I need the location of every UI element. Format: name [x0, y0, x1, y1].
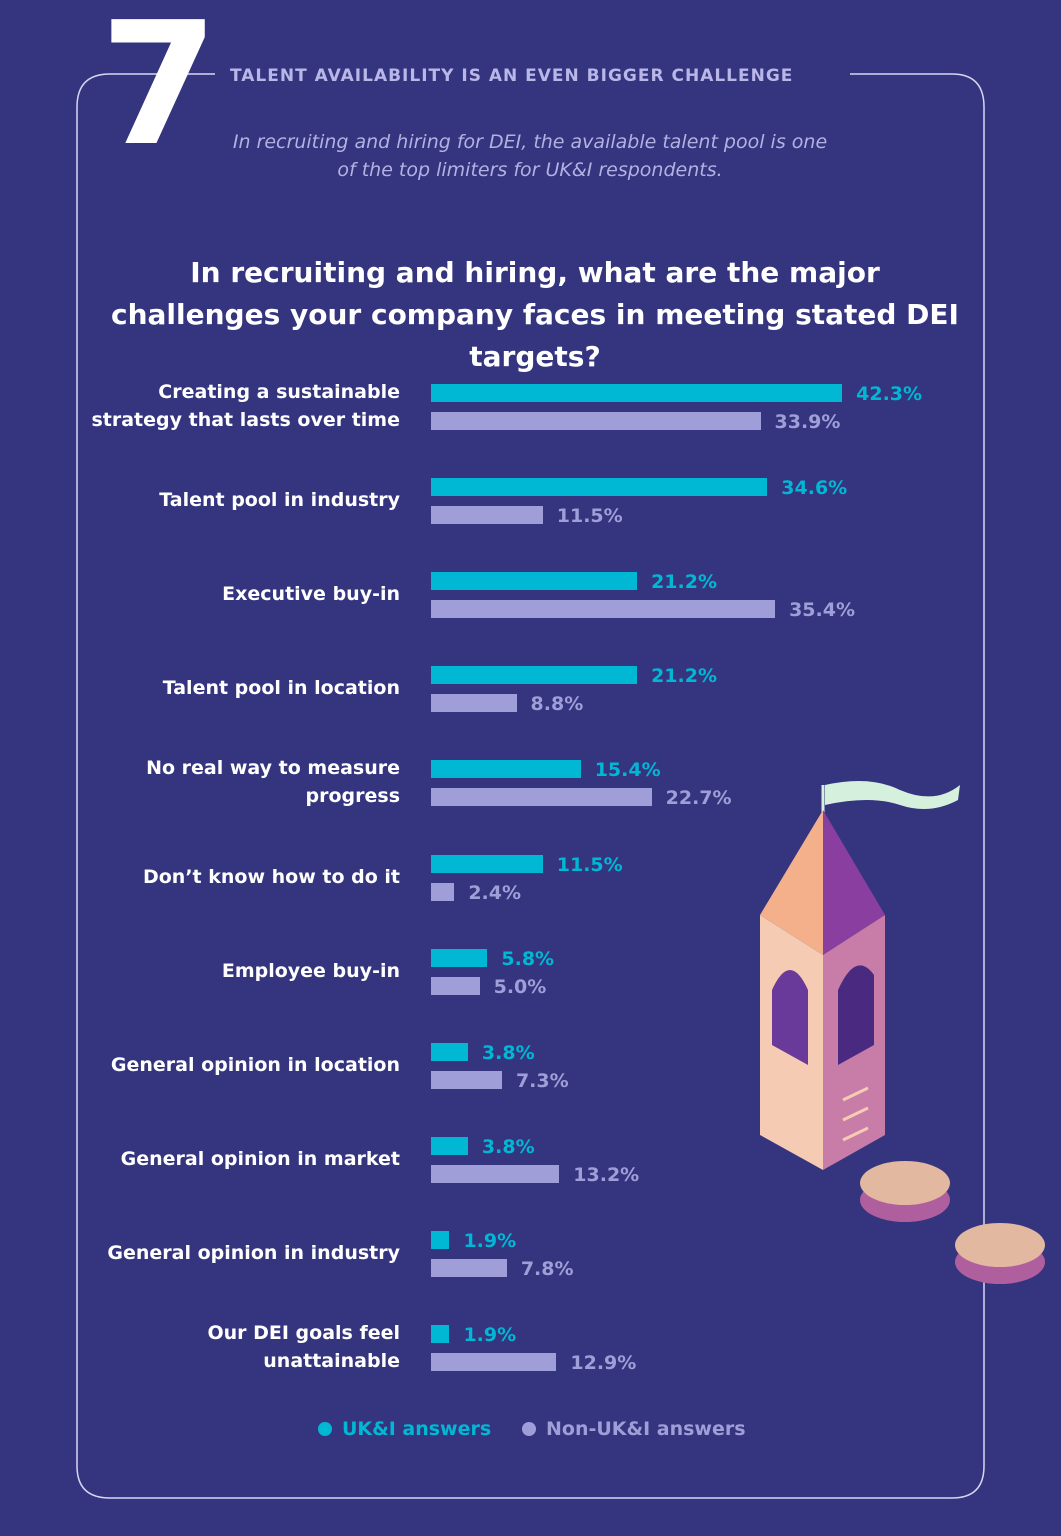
value-label: 8.8%: [530, 693, 584, 716]
category-label: Talent pool in industry: [159, 489, 400, 512]
bar: [431, 976, 480, 995]
bar: [431, 1136, 468, 1155]
legend-label: UK&I answers: [342, 1418, 492, 1440]
value-label: 2.4%: [468, 881, 522, 904]
category-label: Don’t know how to do it: [142, 865, 400, 888]
bar: [431, 854, 543, 873]
value-label: 21.2%: [651, 571, 717, 594]
category-label: Our DEI goals feel unattainable: [207, 1322, 400, 1372]
category-label: General opinion in market: [120, 1147, 400, 1170]
value-label: 3.8%: [481, 1041, 535, 1064]
category-label: General opinion in industry: [107, 1241, 400, 1264]
value-label: 42.3%: [856, 383, 923, 405]
legend-item: Non-UK&I answers: [522, 1418, 746, 1440]
value-label: 22.7%: [665, 787, 732, 810]
bar: [431, 788, 652, 807]
chart-title: In recruiting and hiring, what are the m…: [111, 256, 959, 373]
value-label: 33.9%: [774, 411, 841, 433]
value-label: 11.5%: [556, 853, 623, 876]
frame: [76, 73, 985, 1499]
category-label: Executive buy-in: [222, 583, 400, 606]
bar: [431, 1164, 560, 1183]
value-label: 11.5%: [556, 505, 623, 528]
bar: [431, 1042, 468, 1061]
bar: [431, 760, 581, 779]
section-title: TALENT AVAILABILITY IS AN EVEN BIGGER CH…: [230, 66, 794, 86]
bar: [431, 572, 638, 591]
value-label: 12.9%: [570, 1352, 637, 1374]
bar: [431, 1353, 557, 1371]
value-label: 3.8%: [481, 1135, 535, 1158]
bar: [431, 478, 768, 497]
bar: [431, 1258, 507, 1277]
value-label: 21.2%: [651, 665, 717, 688]
bar: [431, 1230, 450, 1249]
bar: [431, 1325, 450, 1343]
tower-illustration: [760, 781, 1045, 1284]
category-label: Talent pool in location: [162, 677, 400, 700]
value-label: 35.4%: [789, 599, 855, 622]
bar: [431, 1070, 502, 1089]
value-label: 7.8%: [520, 1257, 574, 1280]
value-label: 1.9%: [463, 1229, 517, 1252]
bar: [431, 694, 517, 713]
bar: [431, 384, 843, 402]
legend-label: Non-UK&I answers: [546, 1418, 746, 1440]
value-label: 15.4%: [594, 759, 661, 782]
bar: [431, 948, 488, 967]
bar: [431, 666, 638, 685]
bar: [431, 506, 543, 525]
bar: [431, 412, 761, 430]
value-label: 7.3%: [515, 1069, 569, 1092]
category-label: General opinion in location: [110, 1053, 400, 1076]
category-label: Creating a sustainable strategy that las…: [91, 381, 400, 431]
legend-dot: [318, 1422, 332, 1436]
bar: [431, 882, 455, 901]
value-label: 5.8%: [501, 947, 555, 970]
value-label: 1.9%: [463, 1324, 517, 1346]
category-label: Employee buy-in: [221, 959, 400, 982]
legend-item: UK&I answers: [318, 1418, 491, 1440]
value-label: 34.6%: [781, 477, 848, 500]
section-number: 7: [100, 0, 218, 184]
value-label: 5.0%: [493, 975, 547, 998]
value-label: 13.2%: [573, 1163, 640, 1186]
category-label: No real way to measure progress: [146, 757, 400, 808]
subtitle: In recruiting and hiring for DEI, the av…: [232, 131, 828, 181]
bar: [431, 600, 776, 619]
legend-dot: [522, 1422, 536, 1436]
